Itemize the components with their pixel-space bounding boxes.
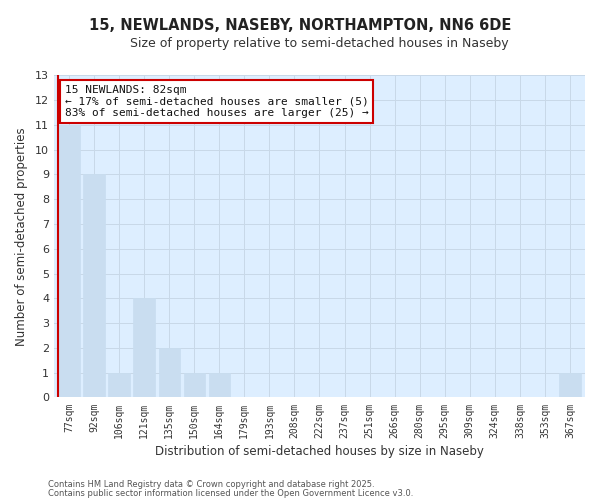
Y-axis label: Number of semi-detached properties: Number of semi-detached properties <box>15 127 28 346</box>
Bar <box>158 348 180 398</box>
Bar <box>133 298 155 398</box>
Text: Contains HM Land Registry data © Crown copyright and database right 2025.: Contains HM Land Registry data © Crown c… <box>48 480 374 489</box>
Text: 15 NEWLANDS: 82sqm
← 17% of semi-detached houses are smaller (5)
83% of semi-det: 15 NEWLANDS: 82sqm ← 17% of semi-detache… <box>65 85 368 118</box>
Bar <box>209 372 230 398</box>
X-axis label: Distribution of semi-detached houses by size in Naseby: Distribution of semi-detached houses by … <box>155 444 484 458</box>
Title: Size of property relative to semi-detached houses in Naseby: Size of property relative to semi-detach… <box>130 38 509 51</box>
Bar <box>184 372 205 398</box>
Bar <box>83 174 104 398</box>
Text: 15, NEWLANDS, NASEBY, NORTHAMPTON, NN6 6DE: 15, NEWLANDS, NASEBY, NORTHAMPTON, NN6 6… <box>89 18 511 32</box>
Bar <box>559 372 581 398</box>
Text: Contains public sector information licensed under the Open Government Licence v3: Contains public sector information licen… <box>48 488 413 498</box>
Bar <box>58 125 80 398</box>
Bar <box>109 372 130 398</box>
